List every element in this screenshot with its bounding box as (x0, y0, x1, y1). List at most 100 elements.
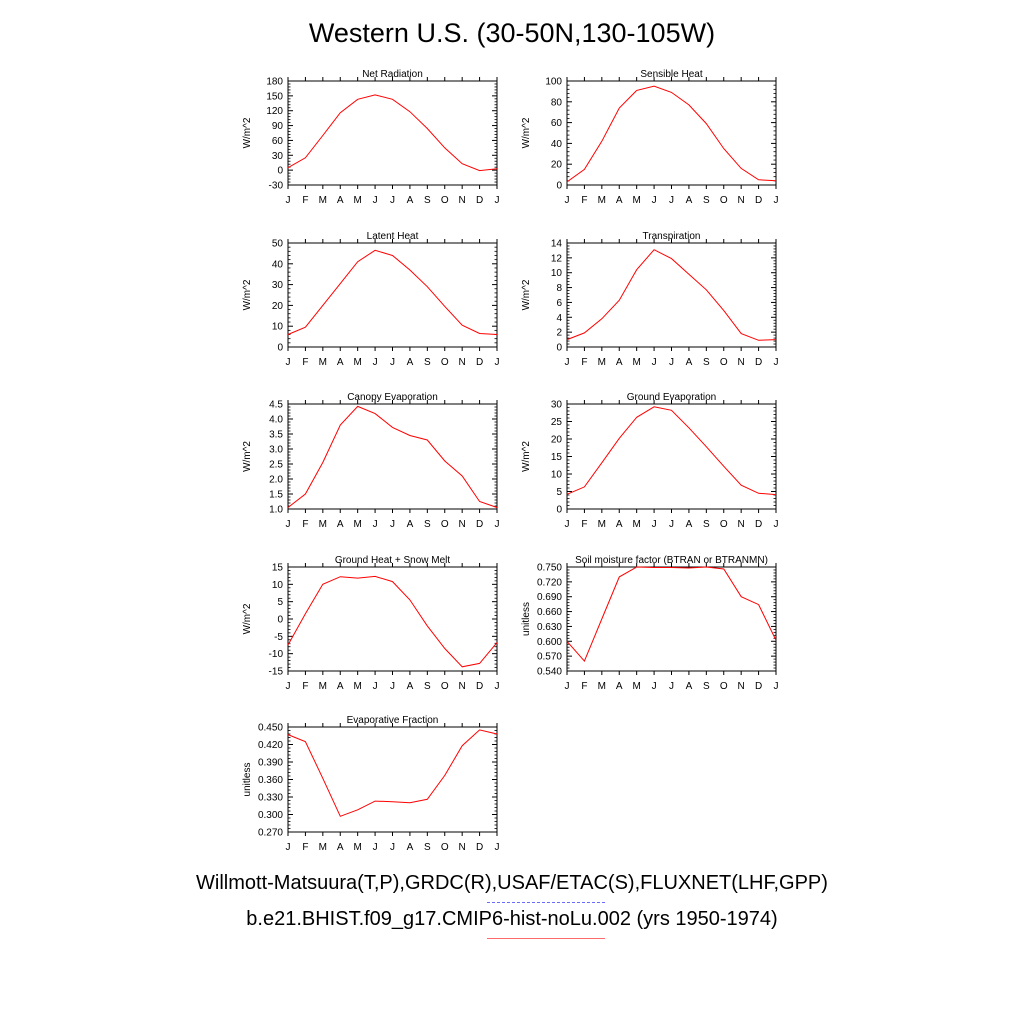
x-tick-label: J (373, 357, 378, 368)
y-tick-label: 0.300 (258, 810, 283, 821)
x-tick-label: N (459, 357, 466, 368)
x-tick-label: N (459, 681, 466, 692)
series-line (566, 566, 777, 663)
x-tick-label: O (720, 681, 728, 692)
x-tick-label: M (353, 195, 361, 206)
x-tick-label: J (495, 842, 500, 853)
y-axis-label: W/m^2 (521, 117, 532, 148)
x-tick-label: J (373, 519, 378, 530)
x-tick-label: A (616, 195, 623, 206)
x-tick-label: F (302, 195, 308, 206)
x-tick-label: J (565, 195, 570, 206)
y-tick-label: 5 (277, 597, 283, 608)
x-tick-label: A (407, 681, 414, 692)
panel-9: Evaporative Fraction unitless 0.270 0.300 0.… (242, 715, 500, 853)
y-tick-label: 0.600 (537, 637, 562, 648)
x-tick-label: F (302, 519, 308, 530)
x-tick-label: F (581, 195, 587, 206)
y-tick-label: 60 (551, 118, 563, 129)
panel-title: Canopy Evaporation (347, 392, 438, 403)
x-tick-label: O (441, 842, 449, 853)
y-tick-label: 8 (556, 283, 562, 294)
x-tick-label: D (476, 842, 483, 853)
panel-8: Soil moisture factor (BTRAN or BTRANMN) u… (521, 555, 779, 692)
x-tick-label: A (337, 681, 344, 692)
y-tick-label: 80 (551, 97, 563, 108)
y-tick-label: 0 (556, 181, 562, 192)
y-tick-label: 4 (556, 313, 562, 324)
x-tick-label: A (407, 519, 414, 530)
y-axis-label: W/m^2 (242, 603, 253, 634)
x-tick-label: M (598, 195, 606, 206)
x-tick-label: D (755, 681, 762, 692)
x-tick-label: M (319, 357, 327, 368)
x-tick-label: J (390, 357, 395, 368)
y-tick-label: 0.660 (537, 607, 562, 618)
x-tick-label: M (353, 519, 361, 530)
x-tick-label: M (353, 842, 361, 853)
x-tick-label: A (337, 842, 344, 853)
y-tick-label: 15 (551, 452, 563, 463)
y-tick-label: 6 (556, 298, 562, 309)
plot-frame (287, 242, 498, 348)
x-tick-label: S (703, 195, 710, 206)
x-tick-label: J (390, 195, 395, 206)
x-tick-label: M (632, 357, 640, 368)
series-line (287, 94, 498, 172)
y-tick-label: 1.5 (269, 490, 283, 501)
x-tick-label: J (652, 519, 657, 530)
x-tick-label: S (424, 842, 431, 853)
y-tick-label: 3.5 (269, 430, 283, 441)
legend-model-line (487, 938, 605, 939)
x-tick-label: J (495, 357, 500, 368)
x-tick-label: F (302, 357, 308, 368)
series-line (566, 249, 777, 341)
panel-title: Evaporative Fraction (347, 715, 439, 726)
x-tick-label: N (738, 681, 745, 692)
x-tick-label: O (441, 519, 449, 530)
panel-title: Ground Heat + Snow Melt (335, 555, 451, 566)
plot-frame (287, 80, 498, 186)
x-tick-label: M (319, 681, 327, 692)
x-tick-label: S (424, 681, 431, 692)
y-tick-label: 0.450 (258, 723, 283, 734)
x-tick-label: M (319, 842, 327, 853)
plot-frame (287, 566, 498, 672)
x-tick-label: J (373, 842, 378, 853)
panel-title: Latent Heat (367, 231, 419, 242)
x-tick-label: A (686, 519, 693, 530)
x-tick-label: A (407, 357, 414, 368)
panel-title: Net Radiation (362, 69, 423, 80)
y-tick-label: 30 (272, 151, 284, 162)
x-tick-label: N (459, 519, 466, 530)
panel-title: Soil moisture factor (BTRAN or BTRANMN) (575, 555, 768, 566)
y-tick-label: 0 (556, 343, 562, 354)
y-tick-label: 0.330 (258, 793, 283, 804)
x-tick-label: D (476, 681, 483, 692)
x-tick-label: M (598, 519, 606, 530)
y-axis-label: unitless (242, 763, 253, 797)
x-tick-label: F (581, 357, 587, 368)
x-tick-label: J (669, 195, 674, 206)
x-tick-label: J (495, 519, 500, 530)
y-tick-label: 0 (277, 343, 283, 354)
y-tick-label: 2.5 (269, 460, 283, 471)
y-tick-label: 4.5 (269, 400, 283, 411)
x-tick-label: A (616, 357, 623, 368)
y-tick-label: 0.270 (258, 828, 283, 839)
x-tick-label: J (373, 681, 378, 692)
x-tick-label: J (565, 519, 570, 530)
x-tick-label: J (286, 519, 291, 530)
y-tick-label: 40 (272, 259, 284, 270)
y-tick-label: 60 (272, 136, 284, 147)
x-tick-label: D (755, 519, 762, 530)
y-tick-label: 90 (272, 121, 284, 132)
x-tick-label: A (616, 681, 623, 692)
y-tick-label: 25 (551, 417, 563, 428)
y-tick-label: 20 (551, 160, 563, 171)
y-tick-label: 12 (551, 253, 563, 264)
y-tick-label: 2.0 (269, 475, 283, 486)
x-tick-label: F (581, 681, 587, 692)
